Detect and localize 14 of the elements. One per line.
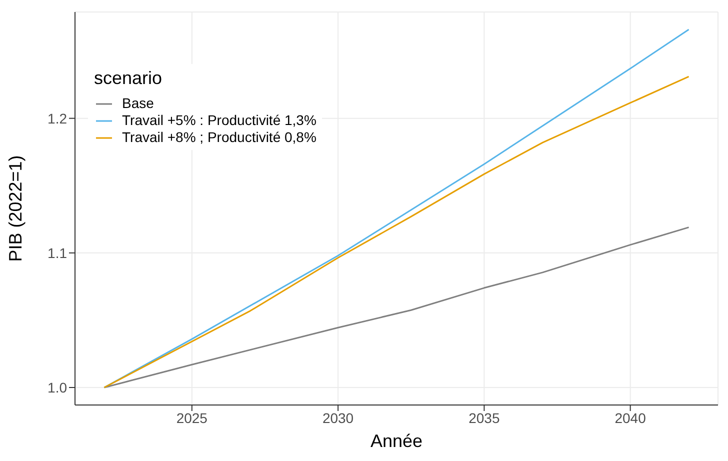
- x-tick-label: 2025: [176, 410, 208, 426]
- legend-label: Base: [122, 95, 154, 112]
- x-tick-label: 2030: [322, 410, 354, 426]
- x-tick-label: 2040: [614, 410, 646, 426]
- legend-label: Travail +5% : Productivité 1,3%: [122, 112, 316, 129]
- y-tick-label: 1.0: [48, 379, 68, 396]
- line-series: [103, 226, 690, 388]
- y-tick-label: 1.2: [48, 110, 68, 126]
- y-tick-label: 1.1: [48, 244, 68, 261]
- x-tick-label: 2035: [468, 410, 500, 426]
- x-axis-title: Année: [370, 431, 423, 451]
- y-axis-title: PIB (2022=1): [5, 155, 26, 262]
- legend-title: scenario: [94, 68, 164, 89]
- legend-label: Travail +8% ; Productivité 0,8%: [122, 129, 316, 146]
